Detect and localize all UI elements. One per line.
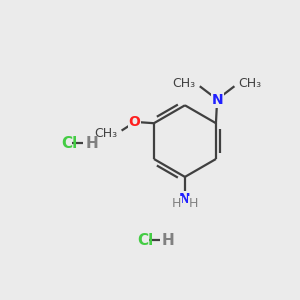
Text: CH₃: CH₃ [238,77,262,90]
Text: H: H [162,233,175,248]
Text: H: H [188,196,198,209]
Text: H: H [85,136,98,151]
Text: N: N [179,192,191,206]
Text: O: O [128,115,140,129]
Text: Cl: Cl [138,233,154,248]
Text: Cl: Cl [61,136,78,151]
Text: CH₃: CH₃ [172,77,196,90]
Text: N: N [211,93,223,107]
Text: CH₃: CH₃ [94,127,117,140]
Text: H: H [172,196,182,209]
